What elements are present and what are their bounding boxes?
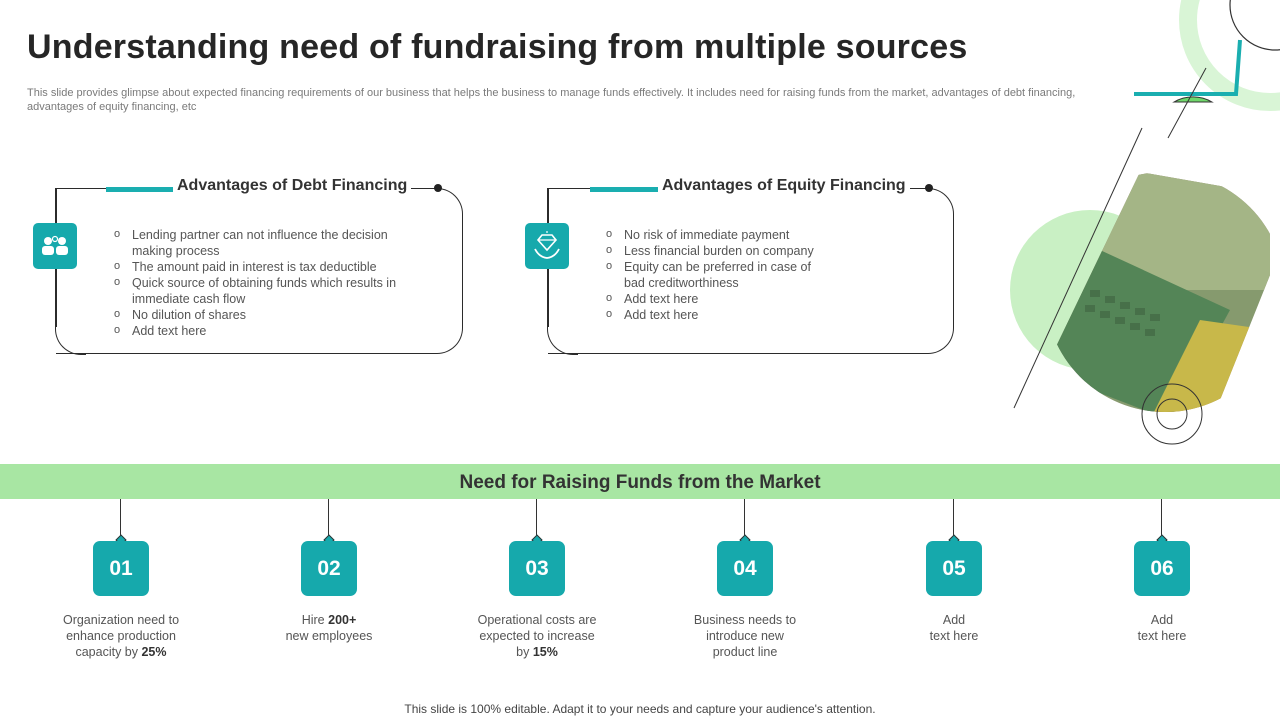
list-item: Add text here [606,290,906,307]
equity-points-list: No risk of immediate payment Less financ… [606,226,906,323]
step-number: 04 [717,541,773,596]
step-number: 03 [509,541,565,596]
list-item: Less financial burden on company [606,242,906,259]
equity-financing-card: Advantages of Equity Financing No risk o… [525,177,954,355]
list-item: Lending partner can not influence the de… [114,226,434,259]
debt-points-list: Lending partner can not influence the de… [114,226,434,339]
step-number: 02 [301,541,357,596]
debt-financing-card: Advantages of Debt Financing Lending par… [33,177,463,355]
step-description: Add text here [1137,613,1187,643]
footer-note: This slide is 100% editable. Adapt it to… [404,702,876,716]
step-number: 01 [93,541,149,596]
page-subtitle: This slide provides glimpse about expect… [27,87,1076,113]
equity-financing-title: Advantages of Equity Financing [658,177,910,195]
list-item: No dilution of shares [114,306,434,323]
list-item: No risk of immediate payment [606,226,906,243]
page-title: Understanding need of fundraising from m… [27,28,968,66]
market-band [0,464,1280,499]
step-description: Operational costs are expected to increa… [477,613,597,659]
step-description: Hire 200+ new employees [285,613,373,643]
diamond-hand-icon [525,223,569,269]
list-item: Add text here [114,322,434,339]
list-item: Quick source of obtaining funds which re… [114,274,434,307]
debt-financing-title: Advantages of Debt Financing [173,177,412,195]
list-item: The amount paid in interest is tax deduc… [114,258,434,275]
step-description: Add text here [929,613,979,643]
step-description: Business needs to introduce new product … [693,613,797,659]
people-icon [33,223,77,269]
market-title: Need for Raising Funds from the Market [459,472,821,493]
list-item: Add text here [606,306,906,323]
step-description: Organization need to enhance production … [62,613,180,659]
list-item: Equity can be preferred in case of bad c… [606,258,906,291]
ring-decoration [1179,0,1280,111]
step-number: 06 [1134,541,1190,596]
step-number: 05 [926,541,982,596]
